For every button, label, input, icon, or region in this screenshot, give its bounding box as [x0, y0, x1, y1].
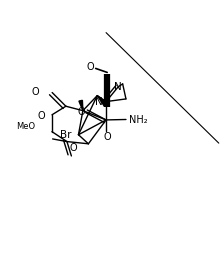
Text: O: O [78, 106, 86, 117]
Text: Br: Br [60, 130, 71, 140]
Text: O: O [87, 62, 94, 72]
Text: O: O [69, 143, 77, 153]
Text: N: N [114, 82, 122, 93]
Polygon shape [79, 100, 83, 111]
Text: O: O [37, 111, 45, 120]
Text: N: N [95, 97, 103, 107]
Text: NH₂: NH₂ [129, 115, 147, 125]
Polygon shape [97, 96, 108, 106]
Text: O: O [31, 87, 39, 97]
Text: O: O [103, 132, 111, 142]
Text: MeO: MeO [17, 123, 36, 132]
